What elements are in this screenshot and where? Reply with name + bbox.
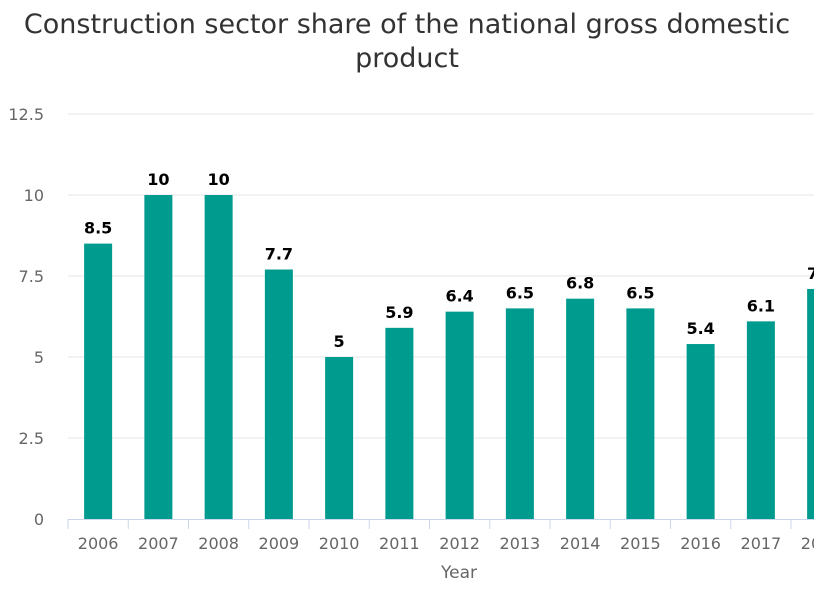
- bar: [445, 311, 474, 519]
- y-tick-label: 0: [34, 510, 44, 529]
- bar: [807, 288, 814, 519]
- data-label: 10: [147, 170, 169, 189]
- bar: [204, 195, 233, 519]
- x-tick-label: 2016: [680, 534, 721, 553]
- x-tick-label: 2007: [138, 534, 179, 553]
- data-label: 7.7: [265, 245, 293, 264]
- data-label: 5.9: [385, 303, 413, 322]
- x-tick-label: 2006: [78, 534, 119, 553]
- y-tick-label: 10: [24, 186, 44, 205]
- data-label: 6.5: [506, 283, 534, 302]
- bar: [566, 298, 595, 519]
- data-label: 7.1: [807, 264, 814, 283]
- data-label: 6.8: [566, 274, 594, 293]
- bar: [325, 357, 354, 519]
- data-label: 10: [207, 170, 229, 189]
- data-label: 6.5: [626, 283, 654, 302]
- data-label: 8.5: [84, 219, 112, 238]
- y-tick-label: 2.5: [19, 429, 44, 448]
- x-tick-label: 2008: [198, 534, 239, 553]
- x-tick-label: 2014: [560, 534, 601, 553]
- data-label: 5.4: [686, 319, 714, 338]
- bar: [505, 308, 534, 519]
- data-label: 6.1: [747, 296, 775, 315]
- bar: [626, 308, 655, 519]
- data-label: 6.4: [445, 287, 473, 306]
- x-tick-label: 2015: [620, 534, 661, 553]
- x-tick-label: 2018: [801, 534, 814, 553]
- x-tick-label: 2013: [500, 534, 541, 553]
- bar: [686, 344, 715, 519]
- x-tick-label: 2017: [741, 534, 782, 553]
- x-tick-label: 2011: [379, 534, 420, 553]
- y-tick-label: 12.5: [8, 105, 44, 124]
- bar: [385, 327, 414, 519]
- bar: [84, 243, 113, 519]
- y-tick-label: 5: [34, 348, 44, 367]
- x-axis-title: Year: [440, 563, 477, 583]
- chart-title-line-1: Construction sector share of the nationa…: [23, 9, 791, 40]
- y-tick-label: 7.5: [19, 267, 44, 286]
- x-tick-label: 2010: [319, 534, 360, 553]
- bar: [746, 321, 775, 519]
- data-label: 5: [334, 332, 345, 351]
- bar: [144, 195, 173, 519]
- chart-title-line-2: product: [355, 43, 459, 74]
- bar: [264, 269, 293, 519]
- x-tick-label: 2012: [439, 534, 480, 553]
- chart-title: Construction sector share of the nationa…: [0, 8, 814, 76]
- x-tick-label: 2009: [259, 534, 300, 553]
